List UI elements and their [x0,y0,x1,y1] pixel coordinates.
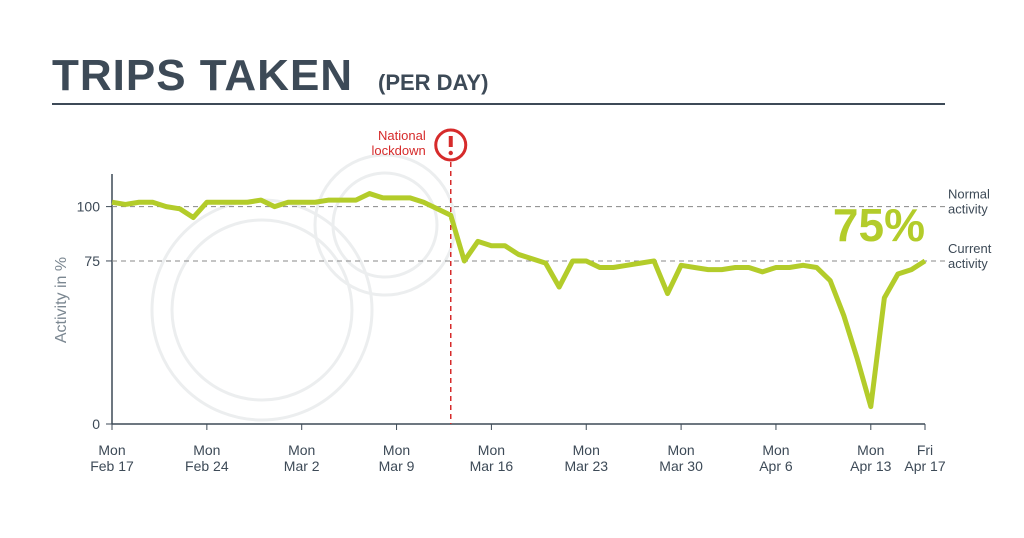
text-line: Mar 9 [379,458,415,474]
text-line: Mon [667,442,694,458]
text-line: Mar 16 [470,458,514,474]
x-tick-label: Mon Mar 9 [379,442,415,474]
y-tick-label: 75 [84,253,100,269]
text-line: Apr 17 [904,458,945,474]
x-tick-label: Fri Apr 17 [904,442,945,474]
series-line [111,191,927,410]
text-line: Feb 24 [185,458,229,474]
text-line: National [378,128,426,143]
event-label: National lockdown [372,128,426,158]
x-tick-label: Mon Mar 2 [284,442,320,474]
text-line: Mon [857,442,884,458]
text-line: Mon [573,442,600,458]
x-tick-label: Mon Apr 13 [850,442,891,474]
x-tick-label: Mon Mar 30 [659,442,703,474]
text-line: activity [948,202,988,217]
x-tick-label: Mon Feb 24 [185,442,229,474]
event-icon [434,128,468,162]
y-tick-label: 100 [77,199,101,215]
event-icon [448,150,453,156]
event-icon [448,136,453,147]
text-line: Feb 17 [90,458,134,474]
value-label: 75% [833,199,925,251]
y-tick-label: 0 [92,416,100,432]
x-tick-label: Mon Mar 23 [564,442,608,474]
text-line: Mon [193,442,220,458]
text-line: Mar 23 [564,458,608,474]
x-tick-label: Mon Mar 16 [470,442,514,474]
chart-title: TRIPS TAKEN [52,51,353,100]
annotation: Normal activity [948,187,990,217]
x-tick-label: Mon Apr 6 [759,442,793,474]
text-line: Mon [288,442,315,458]
text-line: Mar 30 [659,458,703,474]
text-line: Apr 13 [850,458,891,474]
text-line: activity [948,256,988,271]
text-line: Current [948,241,992,256]
text-line: Normal [948,187,990,202]
text-line: Mar 2 [284,458,320,474]
watermark [150,153,457,422]
x-tick-label: Mon Feb 17 [90,442,134,474]
y-axis-label: Activity in % [53,257,70,343]
text-line: Mon [383,442,410,458]
text-line: Fri [917,442,933,458]
text-line: Mon [762,442,789,458]
text-line: Mon [98,442,125,458]
text-line: Mon [478,442,505,458]
text-line: Apr 6 [759,458,793,474]
chart-subtitle: (PER DAY) [378,70,488,95]
text-line: lockdown [372,143,426,158]
annotation: Current activity [948,241,992,271]
